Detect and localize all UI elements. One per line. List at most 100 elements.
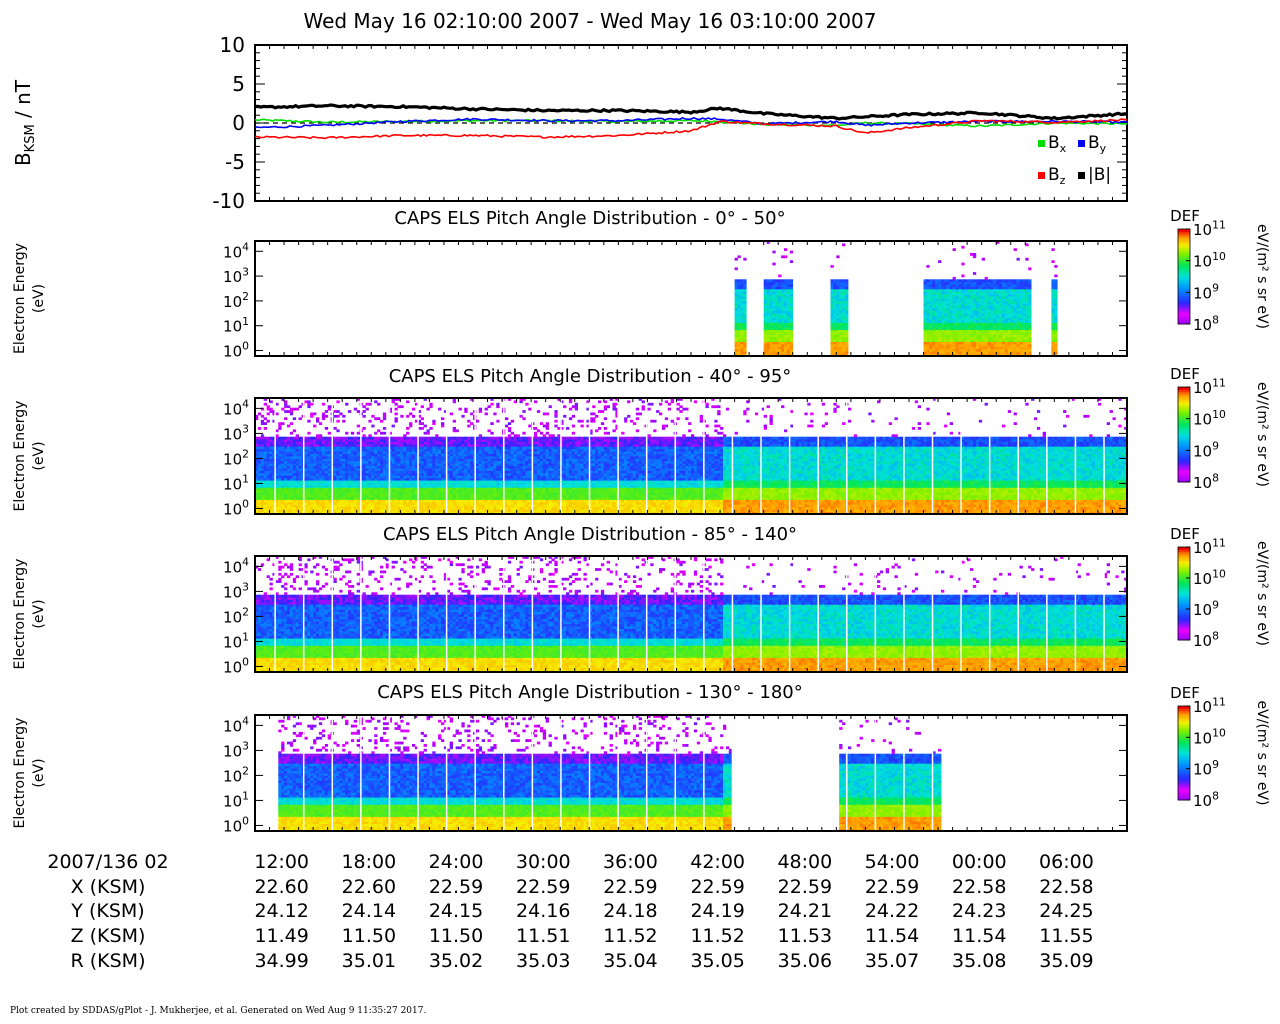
y-tick-label: 10 bbox=[220, 33, 245, 57]
heatmap-cell bbox=[478, 451, 483, 454]
heatmap-cell bbox=[970, 296, 974, 299]
heatmap-cell bbox=[996, 324, 1000, 328]
heatmap-cell bbox=[478, 410, 483, 413]
heatmap-cell bbox=[964, 279, 968, 283]
heatmap-cell bbox=[423, 470, 427, 474]
heatmap-cell bbox=[987, 339, 991, 342]
heatmap-cell bbox=[1051, 348, 1055, 352]
heatmap-cell bbox=[345, 506, 349, 510]
heatmap-cell bbox=[449, 475, 453, 479]
heatmap-cell bbox=[443, 506, 448, 510]
heatmap-cell bbox=[943, 348, 948, 352]
heatmap-cell bbox=[833, 351, 837, 354]
heatmap-cell bbox=[382, 475, 387, 479]
heatmap-cell bbox=[938, 312, 942, 316]
heatmap-cell bbox=[734, 320, 738, 323]
heatmap-cell bbox=[743, 332, 747, 335]
heatmap-cell bbox=[967, 348, 971, 352]
heatmap-cell bbox=[1054, 293, 1058, 297]
heatmap-cell bbox=[368, 434, 372, 438]
heatmap-cell bbox=[789, 305, 794, 309]
heatmap-cell bbox=[455, 506, 459, 510]
heatmap-cell bbox=[1010, 348, 1014, 352]
heatmap-cell bbox=[784, 334, 788, 338]
heatmap-cell bbox=[304, 475, 308, 479]
heatmap-cell bbox=[429, 443, 433, 447]
heatmap-cell bbox=[339, 475, 343, 479]
heatmap-cell bbox=[941, 298, 945, 302]
heatmap-cell bbox=[1004, 288, 1009, 292]
heatmap-cell bbox=[298, 460, 302, 464]
heatmap-cell bbox=[446, 509, 451, 512]
heatmap-cell bbox=[1002, 329, 1006, 333]
heatmap-cell bbox=[784, 281, 788, 285]
heatmap-cell bbox=[981, 312, 985, 316]
heatmap-cell bbox=[409, 412, 413, 416]
heatmap-cell bbox=[318, 465, 323, 469]
heatmap-cell bbox=[278, 458, 282, 462]
heatmap-cell bbox=[455, 439, 459, 442]
heatmap-cell bbox=[269, 494, 273, 498]
heatmap-cell bbox=[978, 334, 983, 338]
heatmap-cell bbox=[772, 341, 776, 345]
heatmap-cell bbox=[257, 448, 262, 452]
heatmap-cell bbox=[275, 489, 279, 493]
heatmap-cell bbox=[336, 501, 340, 505]
heatmap-cell bbox=[269, 501, 273, 505]
heatmap-cell bbox=[481, 475, 485, 479]
heatmap-cell bbox=[292, 480, 297, 483]
heatmap-cell bbox=[955, 286, 959, 290]
heatmap-cell bbox=[403, 453, 407, 457]
heatmap-cell bbox=[295, 480, 299, 483]
heatmap-cell bbox=[388, 487, 392, 491]
heatmap-cell bbox=[955, 291, 959, 295]
heatmap-cell bbox=[324, 477, 329, 481]
heatmap-cell bbox=[382, 453, 387, 457]
heatmap-cell bbox=[772, 317, 776, 321]
heatmap-cell bbox=[932, 300, 936, 304]
heatmap-cell bbox=[458, 506, 462, 510]
heatmap-cell bbox=[321, 414, 326, 418]
heatmap-cell bbox=[929, 310, 933, 314]
heatmap-cell bbox=[929, 293, 933, 297]
heatmap-cell bbox=[362, 499, 366, 503]
heatmap-cell bbox=[996, 351, 1000, 354]
heatmap-cell bbox=[443, 475, 448, 479]
heatmap-cell bbox=[333, 485, 337, 488]
heatmap-cell bbox=[481, 492, 485, 496]
heatmap-cell bbox=[438, 497, 442, 500]
heatmap-cell bbox=[1025, 334, 1029, 338]
heatmap-cell bbox=[426, 468, 430, 471]
heatmap-cell bbox=[284, 436, 288, 440]
heatmap-cell bbox=[1013, 296, 1017, 299]
heatmap-cell bbox=[999, 339, 1003, 342]
heatmap-cell bbox=[275, 453, 279, 457]
heatmap-cell bbox=[972, 339, 977, 342]
heatmap-cell bbox=[1004, 339, 1009, 342]
heatmap-cell bbox=[784, 279, 788, 283]
heatmap-cell bbox=[990, 351, 994, 354]
heatmap-cell bbox=[414, 497, 419, 500]
heatmap-cell bbox=[260, 489, 265, 493]
heatmap-cell bbox=[478, 485, 483, 488]
heatmap-cell bbox=[972, 296, 977, 299]
heatmap-cell bbox=[350, 448, 355, 452]
heatmap-cell bbox=[972, 324, 977, 328]
heatmap-cell bbox=[475, 509, 480, 512]
heatmap-cell bbox=[961, 303, 965, 307]
heatmap-cell bbox=[406, 501, 410, 505]
heatmap-cell bbox=[1054, 286, 1058, 290]
heatmap-cell bbox=[292, 453, 297, 457]
heatmap-cell bbox=[266, 460, 270, 464]
heatmap-cell bbox=[275, 482, 279, 486]
heatmap-cell bbox=[478, 494, 483, 498]
heatmap-cell bbox=[481, 465, 485, 469]
heatmap-cell bbox=[263, 439, 267, 442]
heatmap-cell bbox=[403, 446, 407, 450]
heatmap-cell bbox=[836, 305, 840, 309]
heatmap-cell bbox=[446, 470, 451, 474]
heatmap-cell bbox=[955, 348, 959, 352]
heatmap-cell bbox=[289, 443, 294, 447]
heatmap-cell bbox=[836, 317, 840, 321]
heatmap-cell bbox=[420, 405, 424, 409]
